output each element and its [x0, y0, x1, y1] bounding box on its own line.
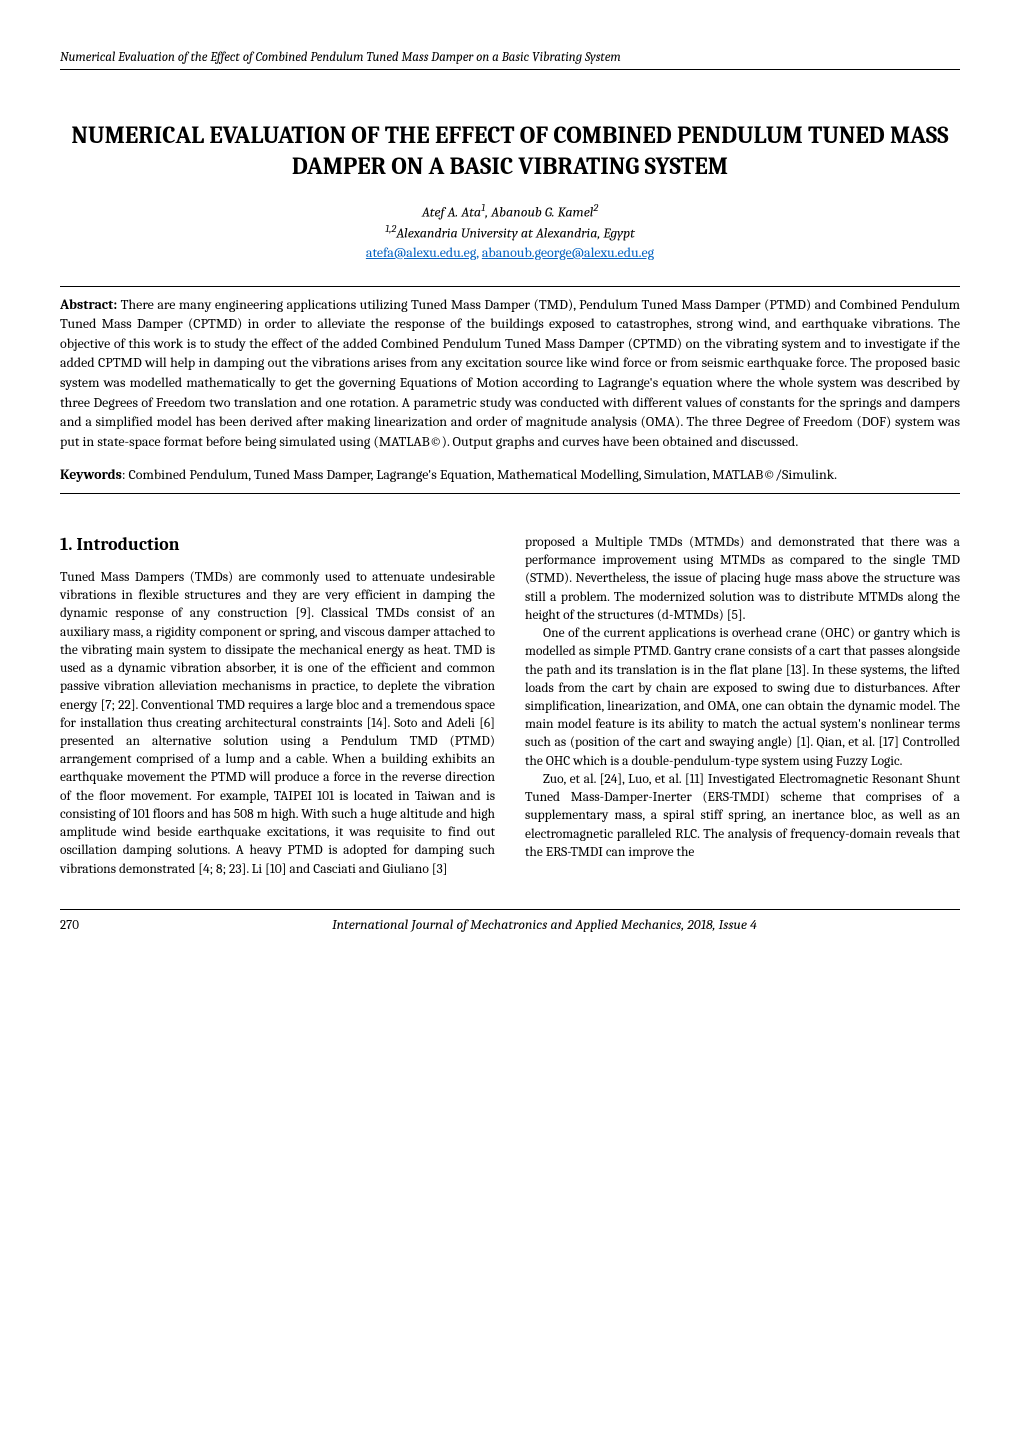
paper-title: NUMERICAL EVALUATION OF THE EFFECT OF CO… [60, 120, 960, 182]
affiliation-sup: 1,2 [385, 223, 396, 235]
left-column: 1. Introduction Tuned Mass Dampers (TMDs… [60, 534, 495, 879]
running-title-text: Numerical Evaluation of the Effect of Co… [60, 50, 621, 65]
author-2-sup: 2 [593, 202, 598, 214]
affiliation-line: 1,2Alexandria University at Alexandria, … [60, 223, 960, 242]
col2-para-2: One of the current applications is overh… [525, 625, 960, 771]
col2-para-1: proposed a Multiple TMDs (MTMDs) and dem… [525, 534, 960, 625]
keywords-body: Combined Pendulum, Tuned Mass Damper, La… [125, 466, 837, 483]
author-2: , Abanoub G. Kamel [485, 204, 593, 221]
authors-line: Atef A. Ata1, Abanoub G. Kamel2 [60, 202, 960, 221]
left-column-body: Tuned Mass Dampers (TMDs) are commonly u… [60, 569, 495, 879]
page-footer: 270 International Journal of Mechatronic… [60, 909, 960, 933]
abstract-label: Abstract: [60, 296, 117, 313]
page-number: 270 [60, 918, 79, 933]
keywords-label: Keywords [60, 466, 122, 483]
journal-name: International Journal of Mechatronics an… [129, 916, 960, 933]
right-column: proposed a Multiple TMDs (MTMDs) and dem… [525, 534, 960, 879]
col1-para-1: Tuned Mass Dampers (TMDs) are commonly u… [60, 569, 495, 879]
abstract-block: Abstract: There are many engineering app… [60, 286, 960, 494]
abstract-paragraph: Abstract: There are many engineering app… [60, 295, 960, 452]
right-column-body: proposed a Multiple TMDs (MTMDs) and dem… [525, 534, 960, 862]
two-column-content: 1. Introduction Tuned Mass Dampers (TMDs… [60, 534, 960, 879]
keywords-paragraph: Keywords: Combined Pendulum, Tuned Mass … [60, 465, 960, 485]
email-link-2[interactable]: abanoub.george@alexu.edu.eg [482, 244, 654, 261]
running-header: Numerical Evaluation of the Effect of Co… [60, 50, 960, 70]
author-1: Atef A. Ata [422, 204, 481, 221]
abstract-body: There are many engineering applications … [60, 296, 960, 450]
email-link-1[interactable]: atefa@alexu.edu.eg, [366, 244, 479, 261]
affiliation-text: Alexandria University at Alexandria, Egy… [396, 225, 635, 242]
section-1-heading: 1. Introduction [60, 534, 495, 555]
page: Numerical Evaluation of the Effect of Co… [0, 0, 1020, 973]
emails-line: atefa@alexu.edu.eg, abanoub.george@alexu… [60, 244, 960, 261]
col2-para-3: Zuo, et al. [24], Luo, et al. [11] Inves… [525, 771, 960, 862]
